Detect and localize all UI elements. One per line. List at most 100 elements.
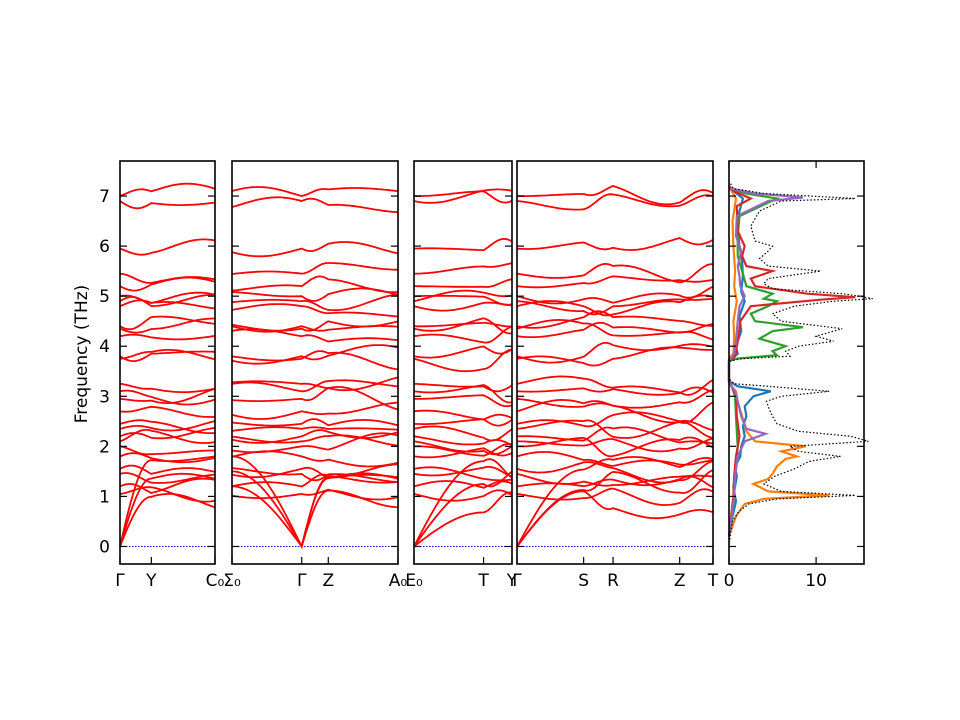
- y-tick-label: 2: [99, 437, 110, 457]
- band-line: [413, 489, 513, 502]
- band-line: [413, 190, 513, 204]
- band-line: [413, 480, 513, 489]
- band-line: [516, 275, 714, 289]
- band-line: [119, 200, 216, 210]
- band-line: [231, 350, 399, 371]
- band-line: [119, 428, 216, 444]
- y-tick-label: 3: [99, 387, 110, 407]
- band-line: [119, 291, 216, 305]
- band-line: [413, 325, 513, 344]
- band-line: [119, 445, 215, 456]
- band-line: [413, 440, 513, 456]
- dos-panel: [727, 180, 873, 547]
- band-line: [516, 437, 714, 453]
- band-line: [516, 318, 714, 337]
- band-line: [119, 427, 216, 440]
- dos-x-tick-label: 0: [724, 571, 735, 591]
- x-tick-label: S: [578, 571, 589, 591]
- band-line: [413, 466, 513, 482]
- x-tick-label: Σ₀: [223, 571, 241, 591]
- band-line: [119, 350, 216, 362]
- band-line: [231, 401, 399, 420]
- x-tick-label: Γ: [297, 571, 307, 591]
- x-tick-label: A₀: [389, 571, 408, 591]
- band-line: [231, 426, 399, 432]
- band-line: [231, 418, 399, 427]
- dos-panel-frame: [728, 160, 865, 565]
- band-line: [516, 460, 714, 484]
- x-tick-label: Γ: [115, 571, 125, 591]
- band-line: [231, 287, 399, 302]
- band-line: [413, 435, 513, 447]
- x-tick-label: Z: [674, 571, 686, 591]
- band-panel-frame: [516, 160, 714, 565]
- band-line: [413, 491, 513, 548]
- x-tick-label: Z: [322, 571, 334, 591]
- band-line: [516, 375, 714, 396]
- band-line: [231, 488, 399, 501]
- band-line: [231, 432, 399, 454]
- partial-dos-line: [727, 185, 830, 537]
- band-line: [231, 344, 399, 365]
- band-panel-frame: [413, 160, 513, 565]
- band-line: [413, 384, 513, 404]
- band-line: [516, 456, 714, 547]
- x-tick-label: C₀: [206, 571, 225, 591]
- band-line: [413, 382, 513, 393]
- band-line: [231, 450, 399, 468]
- band-line: [413, 294, 513, 306]
- band-line: [413, 443, 513, 457]
- partial-dos-line: [727, 185, 856, 537]
- band-line: [119, 455, 216, 547]
- band-panel-1: [119, 182, 216, 547]
- band-line: [414, 278, 513, 288]
- y-tick-label: 5: [99, 287, 110, 307]
- band-line: [231, 293, 399, 312]
- band-panel-3: [413, 188, 513, 548]
- band-line: [413, 447, 513, 459]
- band-line: [119, 486, 216, 503]
- x-tick-label: Y: [145, 571, 157, 591]
- band-line: [516, 285, 714, 305]
- band-line: [517, 426, 714, 445]
- band-line: [231, 262, 398, 275]
- band-panel-2: [231, 186, 399, 550]
- band-line: [231, 325, 399, 333]
- band-line: [119, 419, 216, 434]
- band-line: [119, 493, 216, 547]
- band-line: [231, 473, 399, 488]
- band-line: [516, 346, 714, 367]
- band-line: [119, 382, 216, 394]
- band-line: [516, 310, 714, 329]
- band-line: [119, 272, 216, 284]
- y-tick-label: 0: [99, 537, 110, 557]
- band-line: [231, 466, 399, 479]
- band-line: [231, 376, 399, 392]
- band-line: [119, 405, 216, 418]
- band-line: [516, 469, 714, 548]
- total-dos-line: [728, 180, 873, 547]
- band-line: [516, 262, 713, 284]
- band-line: [516, 389, 714, 409]
- band-line: [119, 477, 216, 494]
- band-line: [413, 418, 513, 427]
- band-line: [413, 237, 513, 252]
- band-line: [119, 420, 216, 432]
- band-line: [413, 322, 513, 328]
- band-line: [119, 387, 216, 404]
- band-line: [119, 472, 216, 547]
- band-line: [231, 429, 399, 444]
- band-line: [119, 333, 216, 341]
- band-line: [414, 262, 513, 275]
- band-line: [413, 458, 513, 547]
- band-line: [119, 472, 216, 484]
- x-tick-label: R: [607, 571, 619, 591]
- band-line: [516, 185, 714, 206]
- band-line: [516, 237, 714, 251]
- band-line: [231, 196, 399, 214]
- band-line: [231, 241, 399, 258]
- band-line: [231, 379, 399, 393]
- x-tick-label: T: [707, 571, 719, 591]
- x-tick-label: Y: [506, 571, 518, 591]
